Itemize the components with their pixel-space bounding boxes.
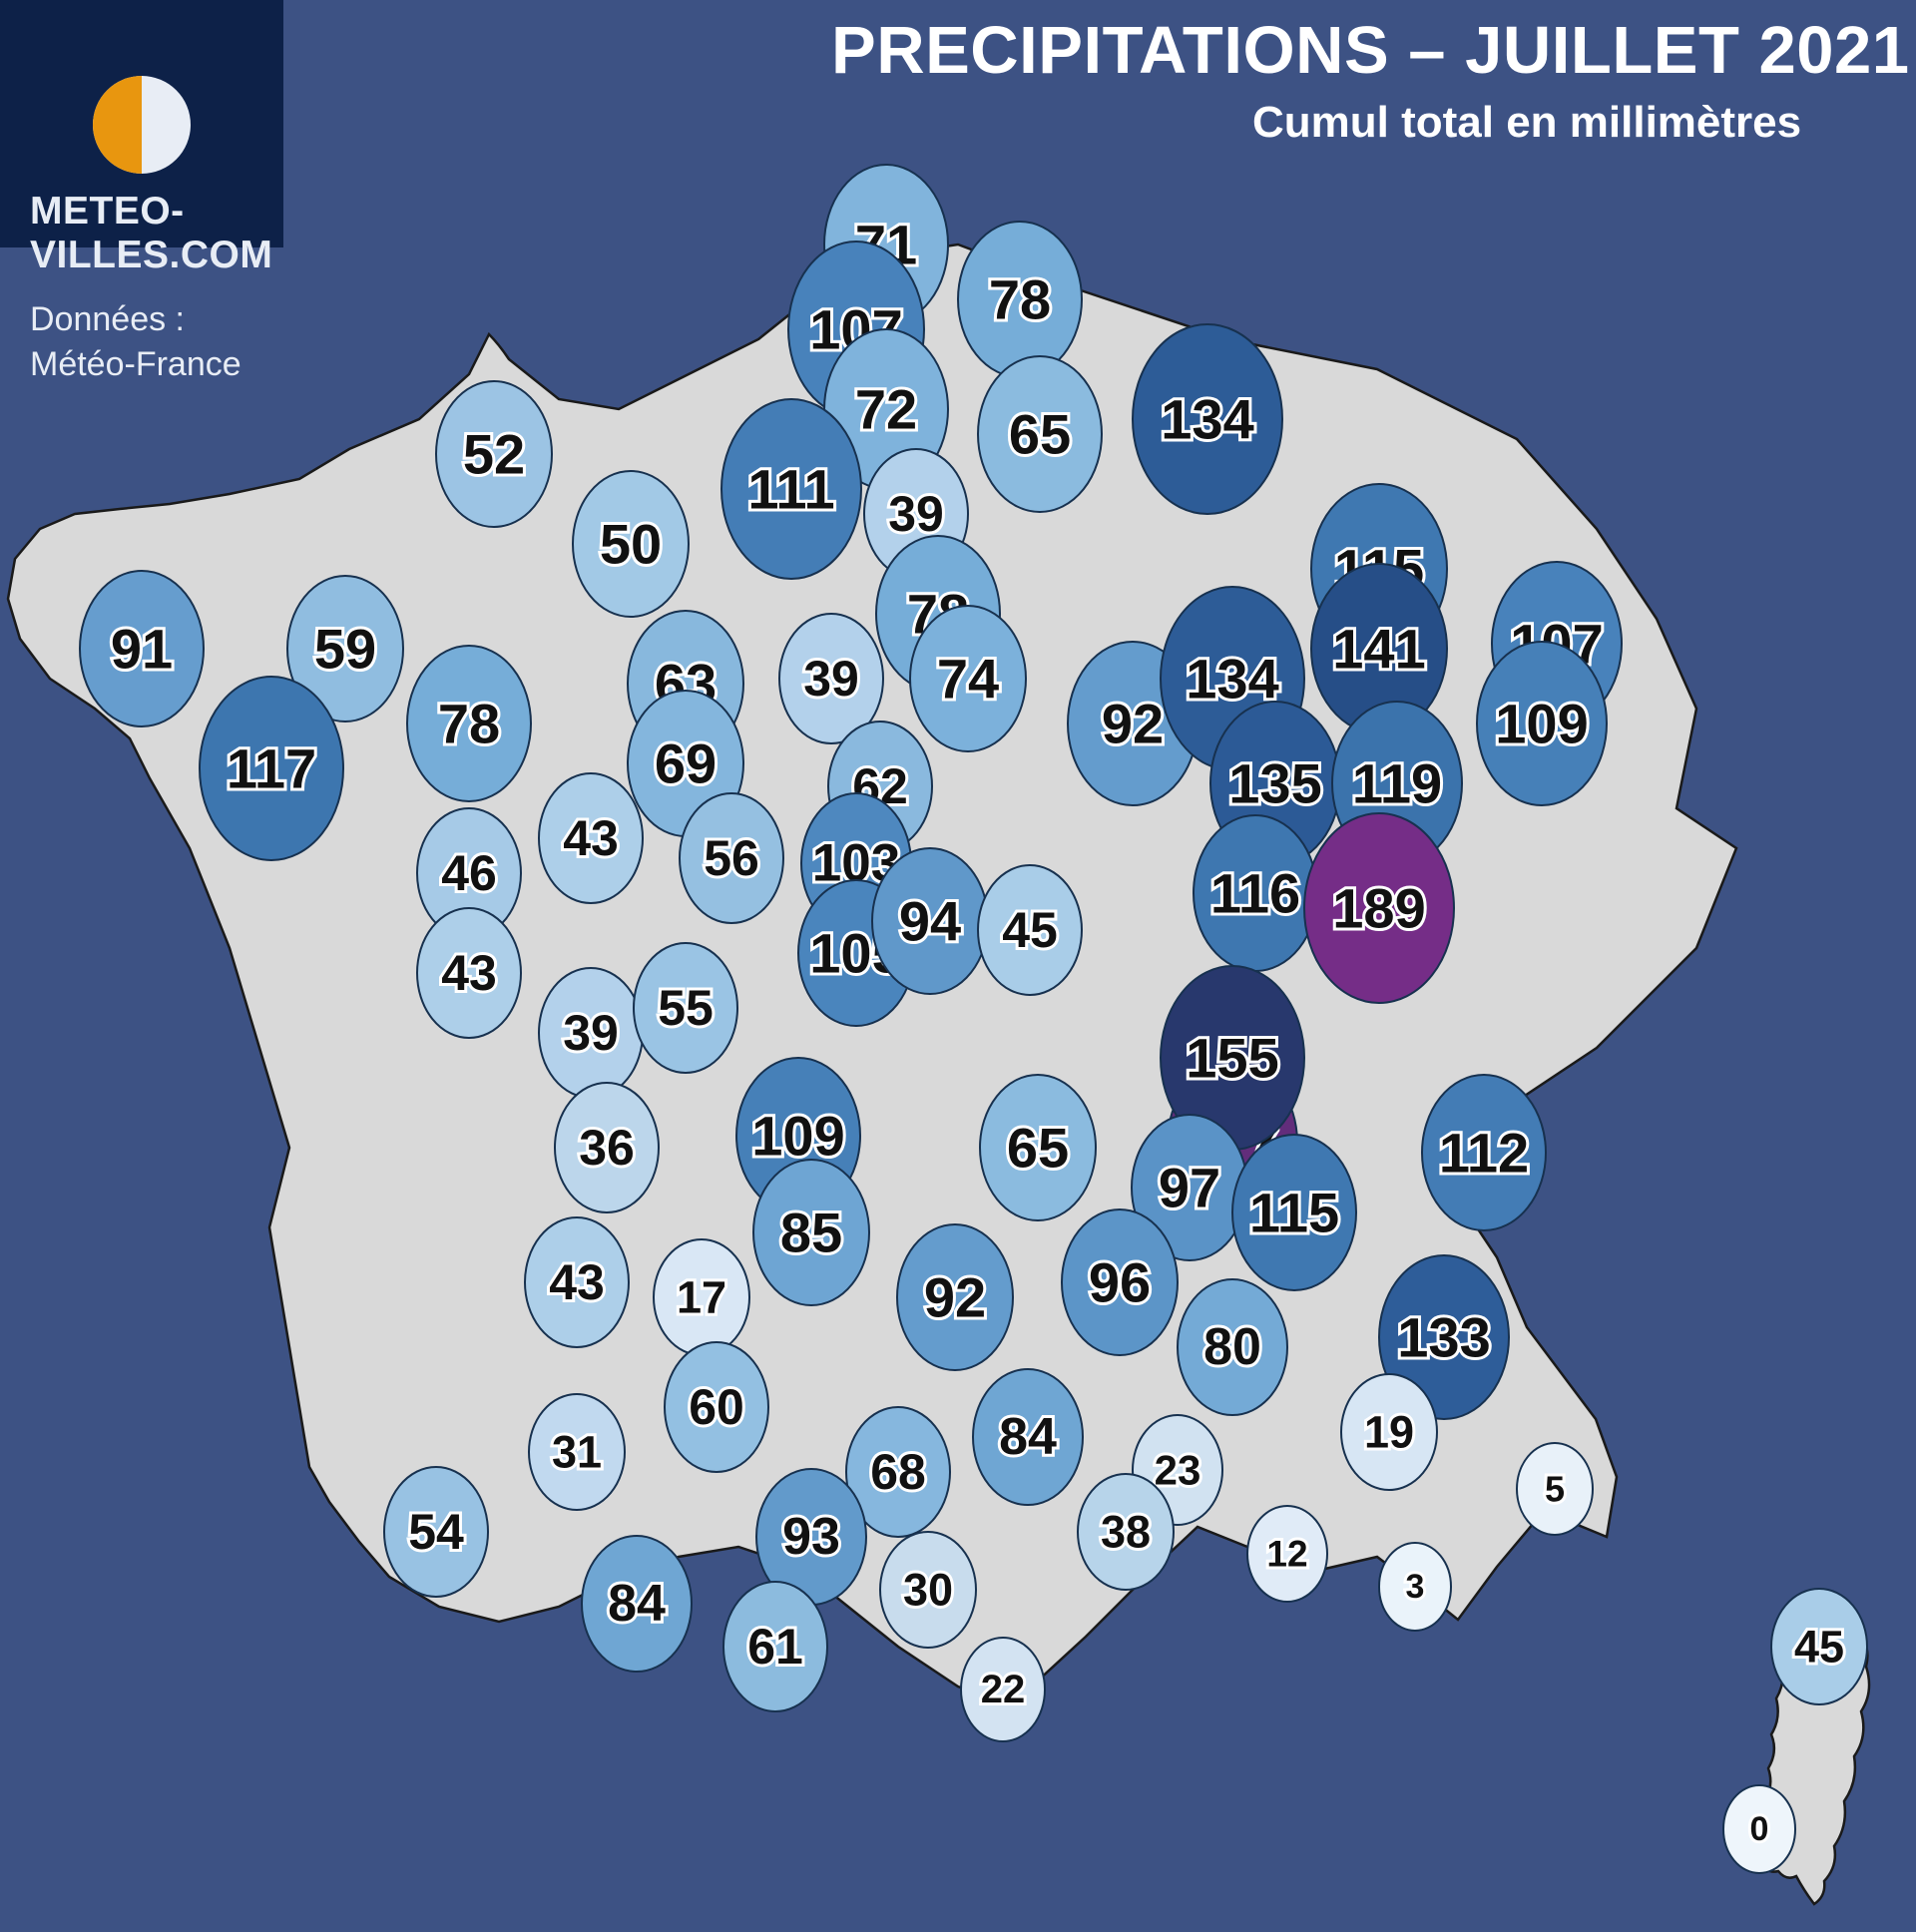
svg-text:72: 72 <box>855 378 917 441</box>
svg-text:119: 119 <box>1352 752 1442 815</box>
svg-text:133: 133 <box>1397 1306 1490 1369</box>
svg-text:36: 36 <box>579 1120 635 1176</box>
svg-text:56: 56 <box>704 830 759 886</box>
svg-text:43: 43 <box>441 945 497 1001</box>
svg-text:0: 0 <box>1750 1810 1769 1848</box>
svg-text:50: 50 <box>600 513 662 576</box>
svg-text:45: 45 <box>1794 1622 1844 1673</box>
svg-text:92: 92 <box>1102 693 1164 755</box>
svg-text:96: 96 <box>1089 1251 1151 1314</box>
svg-text:31: 31 <box>552 1427 602 1478</box>
svg-text:39: 39 <box>888 486 944 542</box>
svg-text:115: 115 <box>1249 1182 1339 1244</box>
svg-text:43: 43 <box>549 1254 605 1310</box>
svg-text:68: 68 <box>870 1444 926 1500</box>
svg-text:109: 109 <box>751 1105 844 1168</box>
svg-text:46: 46 <box>441 845 497 901</box>
svg-text:55: 55 <box>658 980 714 1036</box>
svg-text:22: 22 <box>981 1668 1026 1711</box>
svg-text:69: 69 <box>655 732 717 795</box>
svg-text:19: 19 <box>1364 1407 1414 1458</box>
svg-text:97: 97 <box>1159 1157 1220 1219</box>
svg-text:39: 39 <box>563 1005 619 1061</box>
svg-text:84: 84 <box>608 1575 666 1633</box>
svg-text:3: 3 <box>1406 1568 1425 1606</box>
svg-text:116: 116 <box>1210 862 1300 925</box>
svg-text:39: 39 <box>803 651 859 707</box>
svg-text:94: 94 <box>899 890 961 953</box>
svg-text:65: 65 <box>1009 403 1071 466</box>
svg-text:74: 74 <box>937 648 999 711</box>
svg-text:141: 141 <box>1332 618 1425 681</box>
svg-text:134: 134 <box>1186 648 1278 711</box>
svg-text:91: 91 <box>111 618 173 681</box>
svg-text:80: 80 <box>1203 1318 1261 1376</box>
svg-text:12: 12 <box>1266 1534 1307 1575</box>
svg-text:54: 54 <box>408 1504 464 1560</box>
svg-text:117: 117 <box>227 737 316 800</box>
svg-text:5: 5 <box>1545 1469 1565 1510</box>
svg-text:111: 111 <box>747 458 834 521</box>
svg-text:109: 109 <box>1495 693 1588 755</box>
svg-text:52: 52 <box>463 423 525 486</box>
svg-text:93: 93 <box>782 1508 840 1566</box>
svg-text:78: 78 <box>438 693 500 755</box>
svg-text:30: 30 <box>903 1565 953 1616</box>
svg-text:78: 78 <box>989 268 1051 331</box>
svg-text:60: 60 <box>689 1379 744 1435</box>
svg-text:85: 85 <box>780 1202 842 1264</box>
svg-text:23: 23 <box>1155 1447 1201 1494</box>
svg-text:45: 45 <box>1002 902 1058 958</box>
svg-text:84: 84 <box>999 1408 1057 1466</box>
svg-text:189: 189 <box>1332 877 1425 940</box>
svg-text:134: 134 <box>1161 388 1253 451</box>
svg-text:17: 17 <box>677 1272 726 1323</box>
svg-text:59: 59 <box>314 618 376 681</box>
svg-text:135: 135 <box>1228 752 1321 815</box>
svg-text:61: 61 <box>747 1619 803 1675</box>
svg-text:155: 155 <box>1186 1027 1278 1090</box>
svg-text:65: 65 <box>1007 1117 1069 1180</box>
svg-text:112: 112 <box>1439 1122 1529 1185</box>
svg-text:92: 92 <box>924 1266 986 1329</box>
svg-text:43: 43 <box>563 810 619 866</box>
svg-text:38: 38 <box>1101 1507 1151 1558</box>
